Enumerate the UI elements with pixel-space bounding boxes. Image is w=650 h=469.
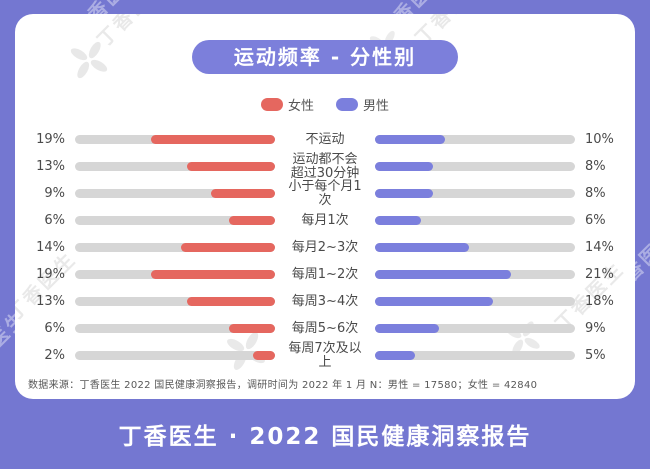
tornado-chart: 19% 不运动 10% 13% 运动都不会 超过30分钟 8% 9% 小于每个月1次 8% 6% 每… [15,126,635,369]
female-bar [211,189,275,198]
chart-row: 13% 运动都不会 超过30分钟 8% [15,151,635,181]
male-bar-track [375,297,575,306]
male-bar [375,324,439,333]
female-value-label: 9% [44,186,65,201]
male-bar [375,162,433,171]
report-footer-title: 丁香医生 · 2022 国民健康洞察报告 [118,424,532,450]
category-label: 每周5~6次 [291,320,359,336]
female-value-label: 14% [36,240,65,255]
female-bar-track [75,324,275,333]
chart-row: 6% 每周5~6次 9% [15,315,635,342]
male-legend-swatch-icon [336,98,358,111]
chart-row: 19% 每周1~2次 21% [15,261,635,288]
male-value-label: 5% [585,348,606,363]
legend: 女性 男性 [15,95,635,114]
category-label: 运动都不会 超过30分钟 [290,151,360,181]
female-legend-label: 女性 [287,99,314,114]
male-bar-track [375,351,575,360]
male-legend-label: 男性 [363,99,390,114]
female-value-label: 2% [44,348,65,363]
female-value-label: 13% [36,159,65,174]
data-source-note: 数据来源：丁香医生 2022 国民健康洞察报告，调研时间为 2022 年 1 月… [28,380,538,391]
male-bar-track [375,135,575,144]
female-value-label: 19% [36,132,65,147]
female-bar [151,270,275,279]
category-label: 每周1~2次 [291,266,359,282]
female-bar-track [75,297,275,306]
female-bar [187,162,275,171]
female-bar [229,324,275,333]
male-bar [375,297,493,306]
chart-row: 6% 每月1次 6% [15,207,635,234]
female-bar-track [75,243,275,252]
male-bar [375,216,421,225]
male-bar [375,351,415,360]
female-bar-track [75,270,275,279]
male-value-label: 14% [585,240,614,255]
chart-title: 运动频率 - 分性别 [191,40,459,74]
chart-row: 13% 每周3~4次 18% [15,288,635,315]
female-bar [187,297,275,306]
female-value-label: 6% [44,321,65,336]
female-bar-track [75,351,275,360]
report-footer: 丁香医生 · 2022 国民健康洞察报告 [0,399,650,469]
male-value-label: 10% [585,132,614,147]
chart-row: 14% 每月2~3次 14% [15,234,635,261]
male-value-label: 18% [585,294,614,309]
male-value-label: 21% [585,267,614,282]
chart-row: 2% 每周7次及以上 5% [15,340,635,370]
male-bar-track [375,243,575,252]
female-bar [151,135,275,144]
legend-item-female: 女性 [260,95,314,114]
female-bar-track [75,216,275,225]
category-label: 小于每个月1次 [288,178,362,208]
chart-row: 9% 小于每个月1次 8% [15,178,635,208]
male-bar [375,189,433,198]
male-value-label: 6% [585,213,606,228]
female-bar-track [75,135,275,144]
female-value-label: 6% [44,213,65,228]
male-value-label: 8% [585,159,606,174]
male-bar [375,243,469,252]
female-bar-track [75,189,275,198]
male-bar-track [375,216,575,225]
female-bar [181,243,275,252]
category-label: 不运动 [305,131,345,147]
female-value-label: 13% [36,294,65,309]
male-bar [375,135,445,144]
category-label: 每月1次 [301,212,349,228]
chart-card: 丁香医生 丁香医生 丁香医生 丁香医生 运动频率 - 分性别 女性 男性 [15,14,635,399]
category-label: 每月2~3次 [291,239,359,255]
chart-row: 19% 不运动 10% [15,126,635,153]
male-bar-track [375,189,575,198]
category-label: 每周3~4次 [291,293,359,309]
male-bar-track [375,324,575,333]
male-value-label: 9% [585,321,606,336]
female-bar [229,216,275,225]
male-bar [375,270,511,279]
male-bar-track [375,270,575,279]
female-bar-track [75,162,275,171]
male-value-label: 8% [585,186,606,201]
female-legend-swatch-icon [260,98,283,111]
male-bar-track [375,162,575,171]
category-label: 每周7次及以上 [288,340,362,370]
legend-item-male: 男性 [336,95,389,114]
female-value-label: 19% [36,267,65,282]
female-bar [253,351,275,360]
